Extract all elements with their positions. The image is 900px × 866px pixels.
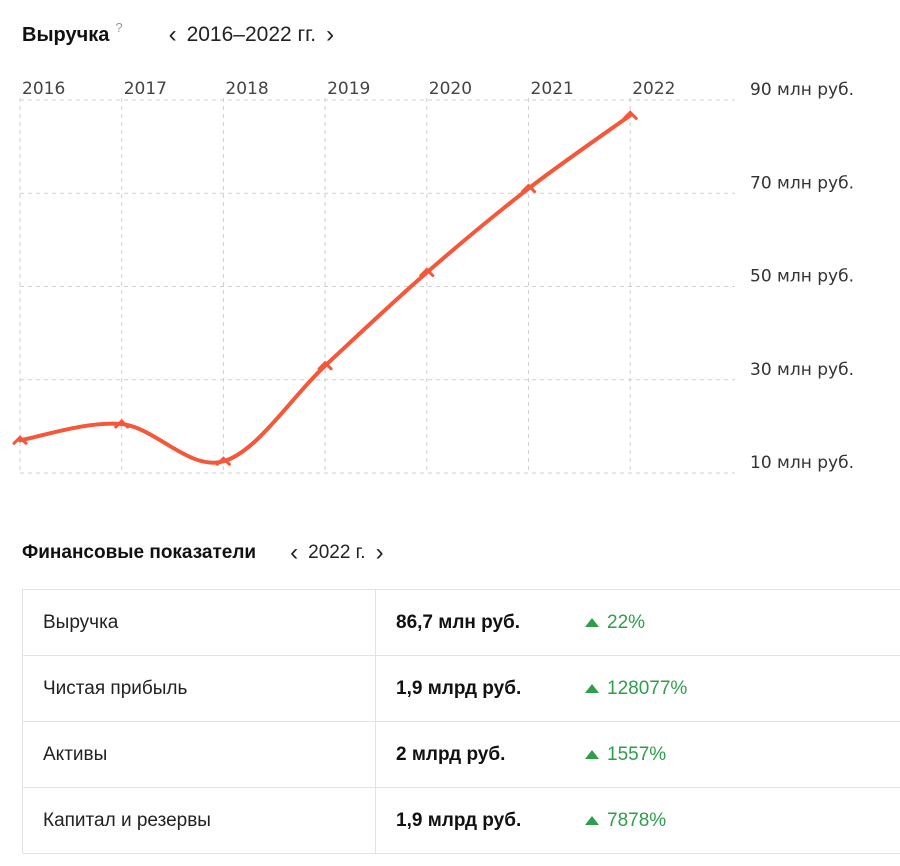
row-value: 2 млрд руб.	[396, 743, 506, 765]
y-tick-label: 50 млн руб.	[750, 267, 854, 287]
row-change: 1557%	[585, 722, 666, 787]
data-point[interactable]	[114, 418, 130, 429]
table-row: Чистая прибыль 1,9 млрд руб. 128077%	[23, 656, 900, 722]
triangle-up-icon	[585, 750, 599, 759]
x-axis-labels: 2016 2017 2018 2019 2020 2021 2022	[22, 79, 675, 99]
revenue-header: Выручка ? ‹ 2016–2022 гг. ›	[22, 20, 334, 50]
row-label: Чистая прибыль	[23, 656, 376, 721]
data-point[interactable]	[419, 267, 435, 278]
chevron-left-icon[interactable]: ‹	[290, 539, 299, 566]
row-change-value: 7878%	[607, 809, 667, 831]
series-layer	[12, 110, 638, 466]
x-tick-label: 2022	[632, 79, 675, 99]
financials-period: 2022 г.	[308, 542, 366, 563]
row-label: Капитал и резервы	[23, 788, 376, 853]
data-point[interactable]	[622, 110, 638, 120]
row-change: 7878%	[585, 788, 666, 853]
chevron-right-icon[interactable]: ›	[375, 539, 384, 566]
chevron-right-icon[interactable]: ›	[326, 21, 335, 48]
chevron-left-icon[interactable]: ‹	[168, 21, 177, 48]
data-point[interactable]	[12, 435, 28, 445]
data-point[interactable]	[215, 456, 231, 466]
table-row: Капитал и резервы 1,9 млрд руб. 7878%	[23, 788, 900, 854]
triangle-up-icon	[585, 816, 599, 825]
data-point[interactable]	[317, 360, 333, 371]
table-row: Активы 2 млрд руб. 1557%	[23, 722, 900, 788]
revenue-title: Выручка	[22, 23, 110, 46]
x-tick-label: 2021	[531, 79, 574, 99]
financials-header: Финансовые показатели ‹ 2022 г. ›	[22, 538, 384, 568]
financials-title: Финансовые показатели	[22, 542, 257, 563]
data-point[interactable]	[521, 183, 536, 194]
y-tick-label: 90 млн руб.	[750, 80, 854, 100]
row-change: 128077%	[585, 656, 687, 721]
financials-table: Выручка 86,7 млн руб. 22% Чистая прибыль…	[22, 589, 900, 854]
y-tick-label: 10 млн руб.	[750, 453, 854, 473]
x-tick-label: 2019	[327, 79, 370, 99]
row-change-value: 22%	[607, 611, 646, 633]
row-label: Выручка	[23, 590, 376, 655]
row-label: Активы	[23, 722, 376, 787]
row-value: 1,9 млрд руб.	[396, 809, 522, 831]
row-change-value: 1557%	[607, 743, 667, 765]
help-icon[interactable]: ?	[115, 19, 123, 35]
revenue-chart: 2016 2017 2018 2019 2020 2021 2022 10 млн руб.…	[12, 79, 854, 474]
x-tick-label: 2017	[124, 79, 167, 99]
table-row: Выручка 86,7 млн руб. 22%	[23, 590, 900, 656]
row-change-value: 128077%	[607, 677, 688, 699]
chart-grid	[19, 98, 735, 474]
y-tick-label: 30 млн руб.	[750, 360, 854, 380]
triangle-up-icon	[585, 684, 599, 693]
row-value: 86,7 млн руб.	[396, 611, 521, 633]
x-tick-label: 2018	[225, 79, 268, 99]
row-change: 22%	[585, 590, 645, 655]
x-tick-label: 2020	[429, 79, 472, 99]
triangle-up-icon	[585, 618, 599, 627]
x-tick-label: 2016	[22, 79, 65, 99]
revenue-line	[18, 113, 633, 465]
revenue-period: 2016–2022 гг.	[186, 23, 317, 46]
y-tick-label: 70 млн руб.	[750, 173, 854, 193]
y-axis-labels: 10 млн руб. 30 млн руб. 50 млн руб. 70 млн …	[750, 80, 854, 473]
row-value: 1,9 млрд руб.	[396, 677, 522, 699]
